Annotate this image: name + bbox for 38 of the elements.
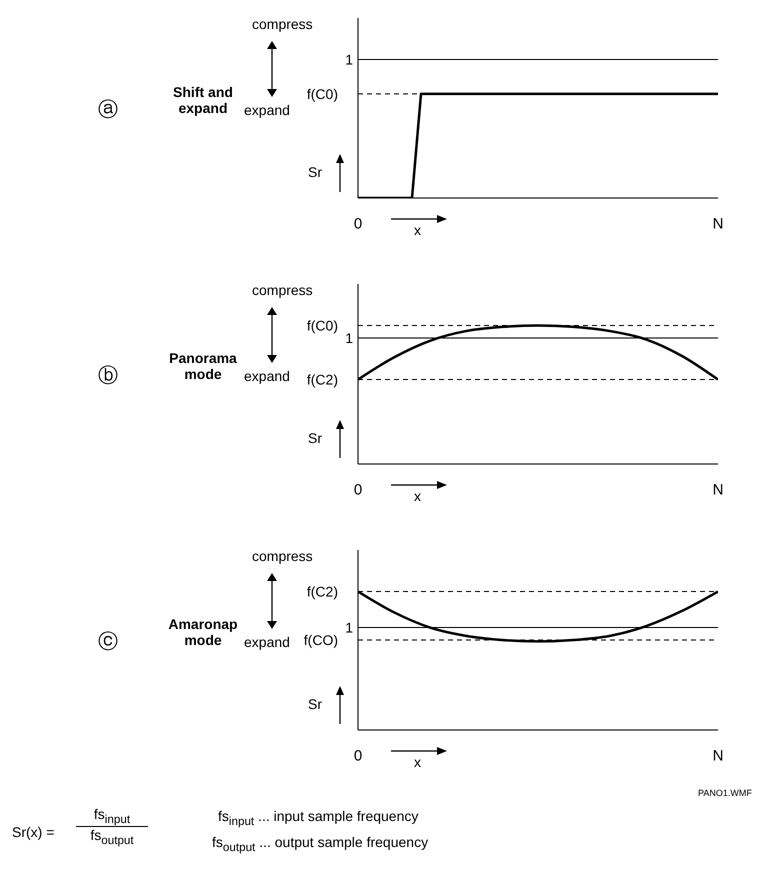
x-tick-label: N	[712, 748, 724, 765]
ref-line-label: 1	[345, 52, 354, 68]
text: expand	[244, 634, 290, 650]
text: ⓒ	[98, 631, 118, 653]
ref-line-label: f(CO)	[304, 632, 338, 648]
text: Shift and expand	[173, 84, 233, 116]
text: fs$_{input}$	[94, 806, 130, 826]
text: Sr	[308, 164, 322, 180]
text: compress	[252, 16, 313, 32]
ref-line-label: f(C2)	[306, 584, 338, 600]
text: compress	[252, 282, 313, 298]
text: fs$_{output}$ ... output sample frequency	[212, 834, 428, 854]
x-tick-label: 0	[354, 216, 362, 233]
ref-line-label: 1	[345, 620, 354, 636]
x-tick-label: N	[712, 482, 724, 499]
ref-line-label: f(C2)	[306, 372, 338, 388]
text: expand	[244, 102, 290, 118]
text: x	[414, 754, 421, 770]
text: x	[414, 488, 421, 504]
text: x	[414, 222, 421, 238]
text: Panorama mode	[169, 350, 237, 382]
ref-line-label: f(C0)	[306, 86, 338, 102]
text: ⓐ	[98, 99, 118, 121]
x-tick-label: 0	[354, 482, 362, 499]
text: Sr	[308, 696, 322, 712]
text: compress	[252, 548, 313, 564]
text: Amaronap mode	[168, 616, 238, 648]
x-tick-label: 0	[354, 748, 362, 765]
text: ⓑ	[98, 365, 118, 387]
text: fs$_{input}$ ... input sample frequency	[218, 808, 418, 828]
text: Sr	[308, 430, 322, 446]
ref-line-label: 1	[345, 330, 354, 346]
text: expand	[244, 368, 290, 384]
ref-line-label: f(C0)	[306, 318, 338, 334]
text: PANO1.WMF	[698, 788, 752, 798]
text: fs$_{output}$	[90, 826, 134, 847]
x-tick-label: N	[712, 216, 724, 233]
text: Sr(x) =	[12, 824, 54, 840]
